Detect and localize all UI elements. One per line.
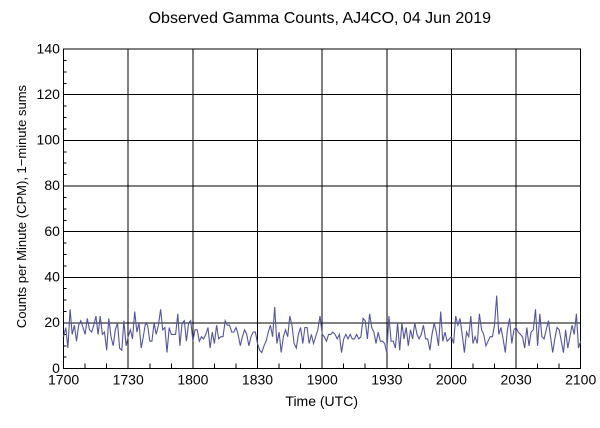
svg-text:60: 60 (44, 223, 60, 239)
svg-text:120: 120 (37, 86, 61, 102)
svg-text:100: 100 (37, 132, 61, 148)
svg-text:0: 0 (52, 360, 60, 376)
svg-text:2000: 2000 (436, 371, 467, 387)
svg-text:1930: 1930 (371, 371, 402, 387)
svg-text:1700: 1700 (48, 371, 79, 387)
svg-text:1730: 1730 (113, 371, 144, 387)
svg-text:Counts per Minute (CPM), 1−min: Counts per Minute (CPM), 1−minute sums (14, 84, 29, 328)
svg-text:2100: 2100 (565, 371, 596, 387)
svg-text:1800: 1800 (177, 371, 208, 387)
svg-text:1830: 1830 (242, 371, 273, 387)
svg-text:2030: 2030 (501, 371, 532, 387)
svg-text:20: 20 (44, 314, 60, 330)
svg-text:Time (UTC): Time (UTC) (285, 393, 358, 409)
svg-text:1900: 1900 (307, 371, 338, 387)
svg-text:140: 140 (37, 40, 61, 56)
svg-text:80: 80 (44, 177, 60, 193)
svg-text:40: 40 (44, 269, 60, 285)
svg-text:Observed Gamma Counts, AJ4CO,: Observed Gamma Counts, AJ4CO, 04 Jun 201… (149, 10, 492, 27)
